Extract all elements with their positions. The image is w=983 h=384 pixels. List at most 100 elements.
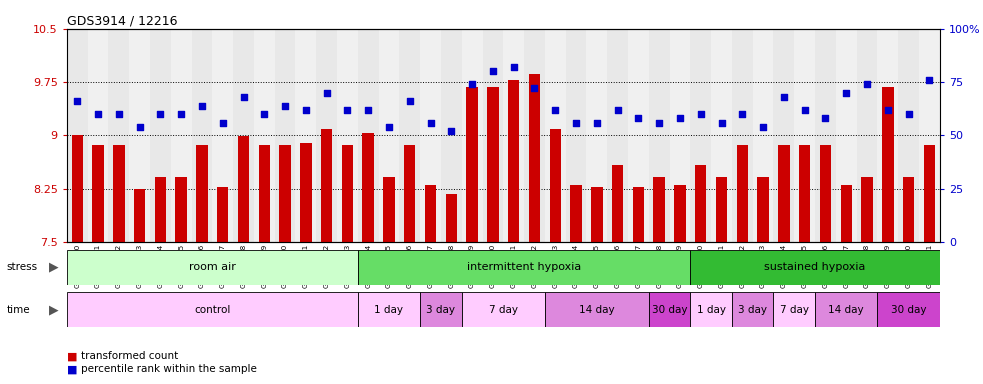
- Bar: [378, 29, 399, 242]
- Point: [361, 107, 376, 113]
- Point: [443, 128, 459, 134]
- Bar: [337, 29, 358, 242]
- Bar: [924, 145, 935, 242]
- Bar: [669, 29, 690, 242]
- Bar: [441, 29, 462, 242]
- Point: [215, 119, 231, 126]
- Bar: [279, 145, 291, 242]
- Point: [652, 119, 667, 126]
- Bar: [296, 29, 317, 242]
- Bar: [587, 29, 607, 242]
- Bar: [836, 29, 856, 242]
- Bar: [67, 250, 358, 285]
- Bar: [358, 250, 690, 285]
- Point: [423, 119, 438, 126]
- Bar: [483, 29, 503, 242]
- Bar: [591, 187, 603, 242]
- Bar: [902, 177, 914, 242]
- Point: [776, 94, 791, 100]
- Bar: [820, 145, 832, 242]
- Bar: [238, 136, 250, 242]
- Bar: [399, 29, 420, 242]
- Bar: [529, 74, 541, 242]
- Text: ■: ■: [67, 364, 78, 374]
- Text: percentile rank within the sample: percentile rank within the sample: [81, 364, 257, 374]
- Bar: [503, 29, 524, 242]
- Point: [90, 111, 106, 117]
- Bar: [878, 292, 940, 327]
- Bar: [711, 29, 732, 242]
- Point: [589, 119, 605, 126]
- Bar: [425, 185, 436, 242]
- Bar: [320, 129, 332, 242]
- Bar: [799, 145, 810, 242]
- Bar: [113, 145, 125, 242]
- Point: [900, 111, 916, 117]
- Point: [734, 111, 750, 117]
- Point: [194, 103, 209, 109]
- Bar: [695, 165, 707, 242]
- Point: [173, 111, 189, 117]
- Bar: [154, 177, 166, 242]
- Bar: [654, 177, 665, 242]
- Bar: [233, 29, 254, 242]
- Bar: [197, 145, 207, 242]
- Bar: [488, 87, 498, 242]
- Bar: [861, 177, 873, 242]
- Bar: [878, 29, 898, 242]
- Point: [339, 107, 355, 113]
- Point: [921, 77, 937, 83]
- Text: transformed count: transformed count: [81, 351, 178, 361]
- Bar: [649, 292, 690, 327]
- Point: [152, 111, 168, 117]
- Bar: [611, 165, 623, 242]
- Bar: [175, 177, 187, 242]
- Point: [381, 124, 397, 130]
- Bar: [815, 29, 836, 242]
- Point: [464, 81, 480, 87]
- Point: [298, 107, 314, 113]
- Bar: [300, 143, 312, 242]
- Bar: [794, 29, 815, 242]
- Bar: [420, 292, 462, 327]
- Bar: [404, 145, 416, 242]
- Bar: [445, 194, 457, 242]
- Bar: [628, 29, 649, 242]
- Point: [111, 111, 127, 117]
- Point: [277, 103, 293, 109]
- Bar: [570, 185, 582, 242]
- Bar: [466, 87, 478, 242]
- Bar: [774, 29, 794, 242]
- Bar: [212, 29, 233, 242]
- Bar: [274, 29, 296, 242]
- Point: [236, 94, 252, 100]
- Bar: [565, 29, 587, 242]
- Point: [797, 107, 813, 113]
- Text: stress: stress: [7, 262, 38, 272]
- Bar: [108, 29, 129, 242]
- Text: 30 day: 30 day: [891, 305, 926, 314]
- Bar: [134, 189, 145, 242]
- Bar: [462, 29, 483, 242]
- Text: 14 day: 14 day: [829, 305, 864, 314]
- Text: 30 day: 30 day: [652, 305, 687, 314]
- Text: 1 day: 1 day: [697, 305, 725, 314]
- Bar: [649, 29, 669, 242]
- Bar: [549, 129, 561, 242]
- Text: time: time: [7, 305, 30, 314]
- Bar: [342, 145, 353, 242]
- Text: sustained hypoxia: sustained hypoxia: [765, 262, 866, 272]
- Point: [714, 119, 729, 126]
- Bar: [882, 87, 894, 242]
- Bar: [633, 187, 644, 242]
- Text: 14 day: 14 day: [579, 305, 614, 314]
- Bar: [840, 185, 852, 242]
- Point: [609, 107, 625, 113]
- Bar: [732, 29, 753, 242]
- Bar: [171, 29, 192, 242]
- Bar: [217, 187, 228, 242]
- Point: [630, 115, 646, 121]
- Text: 3 day: 3 day: [738, 305, 767, 314]
- Point: [880, 107, 896, 113]
- Point: [70, 98, 86, 104]
